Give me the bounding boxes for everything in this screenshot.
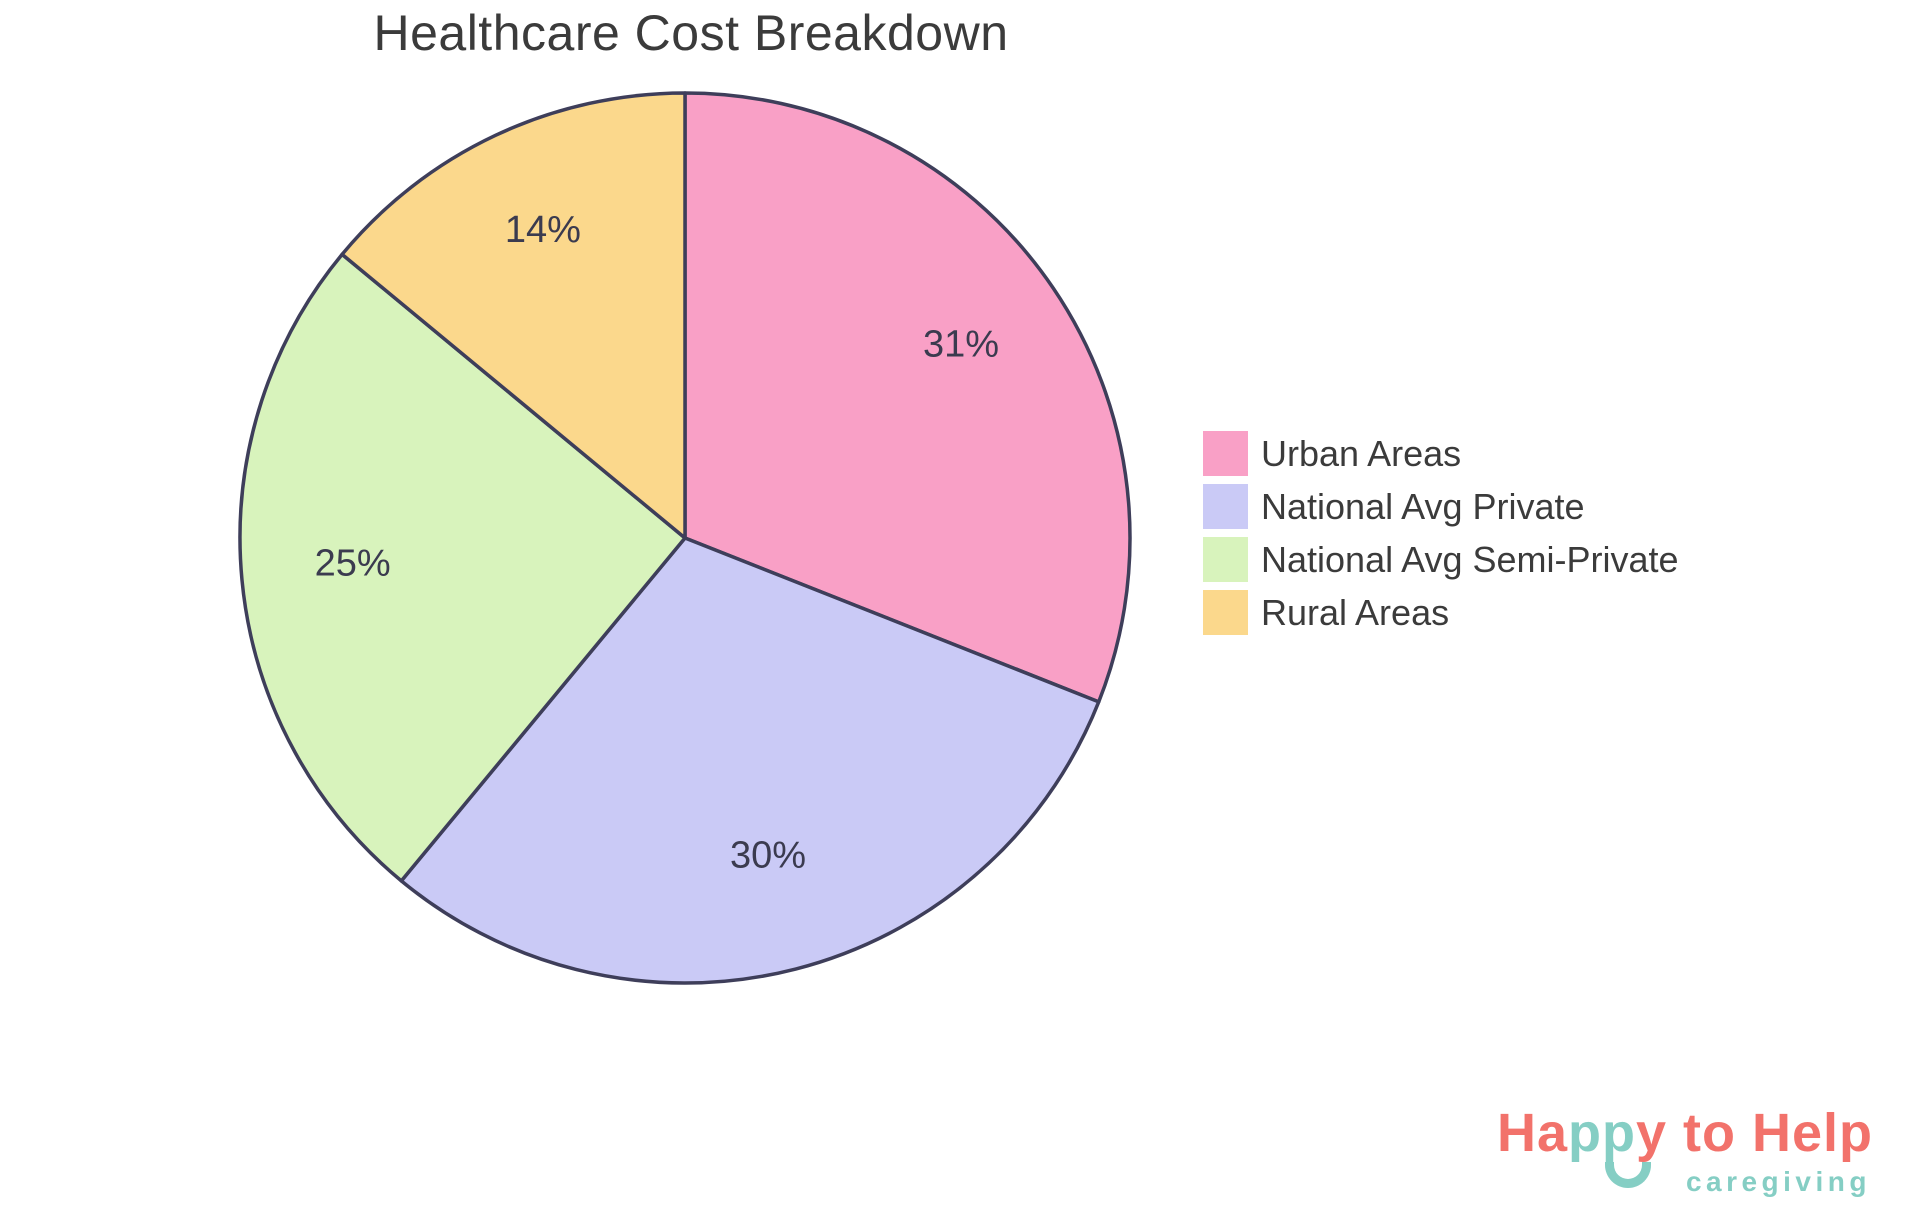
logo-text-part: Ha (1496, 1103, 1568, 1163)
pie-percent-label: 30% (730, 834, 806, 876)
pie-slice-urban-areas (683, 91, 1132, 704)
smile-icon (1604, 1162, 1651, 1188)
legend-swatch (1203, 537, 1248, 582)
logo-text-part: pp (1567, 1103, 1636, 1163)
pie-slice-rural-areas (340, 91, 687, 540)
logo-wordmark: Happy to Help (1496, 1103, 1873, 1188)
pie-percent-label: 31% (923, 323, 999, 365)
pie-slice-national-avg-private (399, 536, 1101, 985)
legend-label: Rural Areas (1261, 591, 1450, 633)
legend-item: Urban Areas (1203, 431, 1679, 476)
logo-text-part: y to Help (1635, 1103, 1873, 1163)
chart-title: Healthcare Cost Breakdown (373, 5, 1009, 61)
legend-item: Rural Areas (1203, 590, 1679, 635)
pie-percent-label: 25% (315, 542, 391, 584)
legend-swatch (1203, 431, 1248, 476)
legend-item: National Avg Semi-Private (1203, 537, 1679, 582)
pie-percent-label: 14% (505, 209, 581, 251)
legend-label: Urban Areas (1261, 432, 1462, 474)
pie-slice-national-avg-semi-private (238, 252, 687, 883)
logo: Happy to Help caregiving (1497, 1106, 1873, 1198)
legend-label: National Avg Semi-Private (1261, 538, 1679, 580)
legend-swatch (1203, 590, 1248, 635)
logo-subtitle: caregiving (1685, 1166, 1871, 1197)
legend-item: National Avg Private (1203, 484, 1679, 529)
legend-label: National Avg Private (1261, 485, 1585, 527)
legend: Urban Areas National Avg Private National … (1203, 431, 1679, 635)
legend-swatch (1203, 484, 1248, 529)
